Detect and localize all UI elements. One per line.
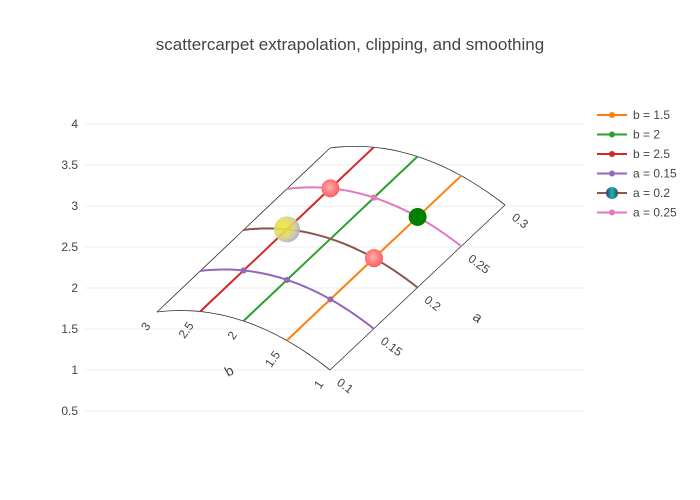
carpet-boundary-a-min [156,310,331,371]
legend-marker [609,112,615,118]
y-axis: 0.5 1 1.5 2 2.5 3 3.5 4 [61,117,585,418]
y-tick-label: 0.5 [61,404,78,418]
y-tick-label: 2.5 [61,240,78,254]
y-tick-label: 1.5 [61,322,78,336]
large-marker [274,216,300,243]
legend-item[interactable]: a = 0.25 [597,206,677,220]
carpet-boundary-a-max [329,146,506,206]
legend-item[interactable]: b = 1.5 [597,108,670,122]
series-line [243,227,419,289]
a-tick-label: 0.3 [509,210,531,231]
series-point [240,267,247,274]
legend-item[interactable]: a = 0.15 [597,167,677,181]
y-tick-label: 4 [71,117,78,131]
series-point [284,276,290,283]
legend-item[interactable]: b = 2.5 [597,147,670,161]
legend-marker [609,151,615,157]
a-axis-title: a [470,308,486,326]
legend-label: a = 0.15 [633,167,677,181]
b-tick-label: 1 [311,377,326,391]
large-marker [365,249,383,268]
b-tick-label: 2.5 [176,319,197,341]
carpet-ticks: 0.1 0.15 0.2 0.25 0.3 a 1 1.5 2 2.5 3 b [138,210,531,396]
a-tick-label: 0.15 [378,334,405,359]
a-tick-label: 0.1 [334,375,356,396]
y-tick-label: 3 [71,199,78,213]
series-point [327,296,334,303]
legend-marker [606,187,618,199]
series-markers [240,179,427,303]
y-tick-label: 3.5 [61,158,78,172]
b-tick-label: 3 [138,319,153,333]
legend-label: a = 0.25 [633,206,677,220]
chart-title: scattercarpet extrapolation, clipping, a… [156,35,544,54]
legend-label: a = 0.2 [633,186,670,200]
legend-label: b = 2.5 [633,147,670,161]
large-marker [408,207,427,226]
series-point [371,194,377,201]
a-tick-label: 0.25 [465,251,492,276]
series-lines [199,146,462,342]
large-marker [321,179,340,198]
legend-item[interactable]: a = 0.2 [597,186,670,200]
legend-label: b = 1.5 [633,108,670,122]
a-tick-label: 0.2 [422,293,444,314]
b-tick-label: 1.5 [262,348,283,370]
legend-label: b = 2 [633,128,660,142]
y-tick-label: 2 [71,281,78,295]
legend[interactable]: b = 1.5 b = 2 b = 2.5 a = 0.15 a = 0.2 a = 0.… [597,108,677,220]
b-axis-title: b [222,362,237,380]
legend-marker [609,170,615,177]
legend-item[interactable]: b = 2 [597,128,660,142]
legend-marker [609,131,615,138]
y-tick-label: 1 [71,363,78,377]
legend-marker [609,209,615,216]
b-tick-label: 2 [225,328,240,342]
